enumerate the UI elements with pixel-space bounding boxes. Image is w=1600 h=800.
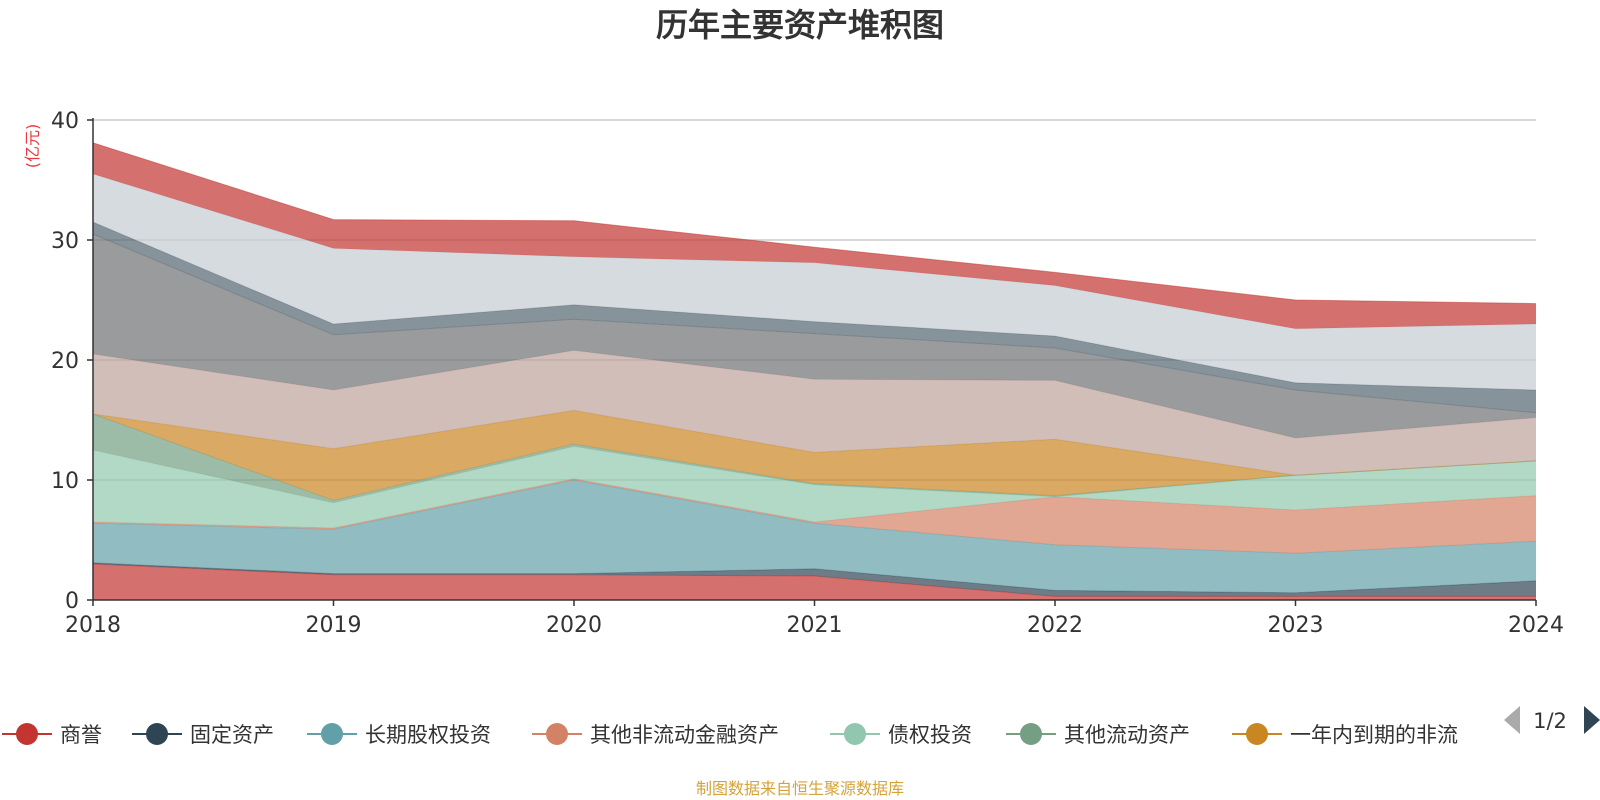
legend-label: 固定资产: [190, 723, 274, 747]
legend-page-indicator: 1/2: [1533, 709, 1567, 733]
legend-item[interactable]: 其他流动资产: [1006, 723, 1190, 747]
legend-prev-page-icon[interactable]: [1504, 706, 1520, 734]
legend-pager[interactable]: 1/2: [1504, 706, 1600, 734]
area-series-7[interactable]: [93, 410, 1536, 501]
legend-item[interactable]: 商誉: [2, 723, 102, 747]
legend-item[interactable]: 长期股权投资: [307, 723, 491, 747]
legend-marker-icon: [1020, 723, 1042, 745]
x-tick-label: 2022: [1027, 613, 1083, 638]
y-tick-label: 0: [65, 589, 79, 614]
legend-marker-icon: [844, 723, 866, 745]
area-series-11[interactable]: [93, 174, 1536, 390]
area-series-8[interactable]: [93, 350, 1536, 476]
legend-next-page-icon[interactable]: [1584, 706, 1600, 734]
legend-label: 一年内到期的非流: [1290, 723, 1458, 747]
legend-item[interactable]: 固定资产: [132, 723, 274, 747]
area-series-9[interactable]: [93, 234, 1536, 438]
series-line-12: [92, 142, 1537, 305]
legend-item[interactable]: 其他非流动金融资产: [532, 723, 779, 747]
x-tick-label: 2024: [1508, 613, 1564, 638]
y-tick-label: 20: [51, 349, 79, 374]
legend-item[interactable]: 一年内到期的非流: [1232, 723, 1458, 747]
legend-marker-icon: [321, 723, 343, 745]
legend-label: 债权投资: [888, 723, 972, 747]
legend-marker-icon: [16, 723, 38, 745]
legend-label: 其他非流动金融资产: [590, 723, 779, 747]
data-source-note: 制图数据来自恒生聚源数据库: [696, 779, 904, 798]
legend-item[interactable]: 债权投资: [830, 723, 972, 747]
legend-label: 商誉: [60, 723, 102, 747]
y-tick-label: 10: [51, 469, 79, 494]
legend[interactable]: 商誉 固定资产 长期股权投资 其他非流动金融资产 债权投资 其他流动资产 一年内到期的非流: [2, 723, 1458, 747]
y-tick-label: 40: [51, 109, 79, 134]
x-tick-label: 2019: [306, 613, 362, 638]
area-series-10[interactable]: [93, 222, 1536, 413]
area-series-group[interactable]: [92, 142, 1537, 600]
area-series-3[interactable]: [93, 480, 1536, 593]
legend-marker-icon: [146, 723, 168, 745]
y-axis-unit: (亿元): [23, 124, 42, 169]
area-series-4[interactable]: [93, 478, 1536, 554]
legend-label: 长期股权投资: [365, 723, 491, 747]
x-tick-label: 2020: [546, 613, 602, 638]
axes: 0 10 20 30 40 2018 2019 2020 2021 2022 2023 2024: [51, 109, 1564, 638]
area-series-2[interactable]: [93, 562, 1536, 597]
x-tick-label: 2018: [65, 613, 121, 638]
area-series-1[interactable]: [93, 564, 1536, 600]
x-tick-label: 2023: [1268, 613, 1324, 638]
chart-title: 历年主要资产堆积图: [656, 6, 944, 44]
legend-label: 其他流动资产: [1064, 723, 1190, 747]
area-series-5[interactable]: [93, 446, 1536, 528]
x-tick-label: 2021: [787, 613, 843, 638]
y-tick-label: 30: [51, 229, 79, 254]
legend-marker-icon: [1246, 723, 1268, 745]
area-series-12[interactable]: [93, 142, 1536, 329]
legend-marker-icon: [546, 723, 568, 745]
